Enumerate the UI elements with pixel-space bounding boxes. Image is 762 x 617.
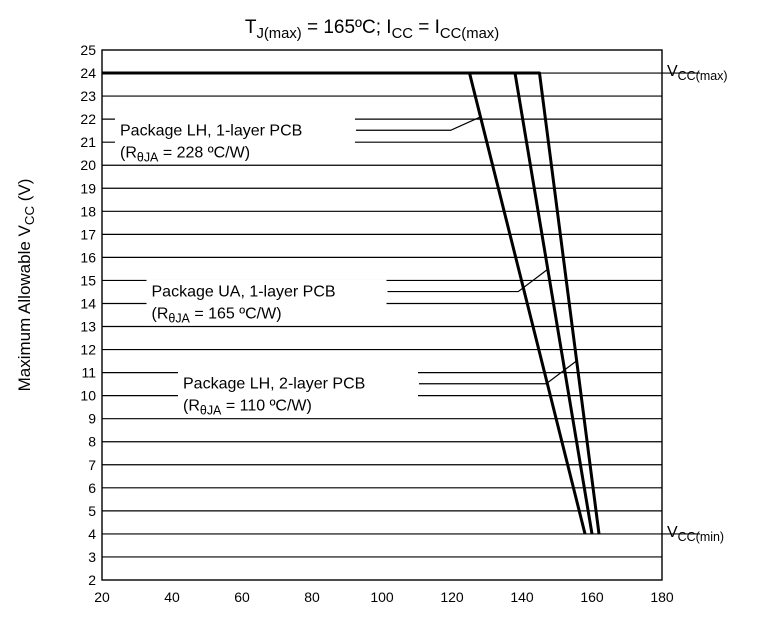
annotation-lh2-line2: (RθJA = 110 ºC/W): [183, 398, 312, 418]
y-tick-label: 11: [81, 365, 96, 381]
annotation-ua1-line1: Package UA, 1-layer PCB: [152, 284, 336, 301]
y-tick-label: 3: [88, 549, 96, 565]
annotation-ua1-line2: (RθJA = 165 ºC/W): [152, 306, 282, 326]
x-tick-label: 80: [304, 589, 320, 605]
y-tick-label: 6: [88, 480, 96, 496]
y-tick-label: 12: [80, 342, 96, 358]
y-axis-label: Maximum Allowable VCC (V): [15, 179, 37, 392]
chart-text: 2345678910111213141516171819202122232425…: [15, 17, 728, 605]
chart-title: TJ(max) = 165ºC; ICC = ICC(max): [245, 17, 499, 42]
x-tick-label: 120: [440, 589, 464, 605]
y-tick-label: 17: [80, 226, 96, 242]
plot-frame: [101, 49, 663, 581]
edge-label-vcc-max: VCC(max): [667, 63, 728, 83]
y-tick-label: 8: [88, 434, 96, 450]
annotation-lh1-line2: (RθJA = 228 ºC/W): [120, 144, 250, 164]
x-tick-label: 60: [234, 589, 250, 605]
y-tick-label: 7: [88, 457, 96, 473]
y-tick-label: 16: [80, 249, 96, 265]
x-tick-label: 180: [650, 589, 674, 605]
annotation-bg-lh1: [115, 118, 355, 165]
y-tick-label: 2: [88, 572, 96, 588]
plot-frame-group: [101, 49, 663, 581]
annotation-bg-ua1: [146, 279, 387, 326]
y-tick-label: 10: [80, 388, 96, 404]
y-tick-label: 9: [88, 411, 96, 427]
y-tick-label: 5: [88, 503, 96, 519]
y-tick-label: 18: [80, 203, 96, 219]
y-tick-label: 22: [80, 111, 96, 127]
annotation-lh2-line1: Package LH, 2-layer PCB: [183, 376, 365, 393]
y-tick-label: 24: [80, 65, 96, 81]
x-tick-label: 20: [94, 589, 110, 605]
y-tick-label: 21: [80, 134, 96, 150]
y-tick-label: 14: [80, 295, 96, 311]
y-tick-label: 25: [80, 42, 96, 58]
y-tick-label: 4: [88, 526, 96, 542]
annotation-backgrounds: [115, 118, 418, 418]
annotation-lh1-line1: Package LH, 1-layer PCB: [120, 122, 302, 139]
y-tick-label: 15: [80, 272, 96, 288]
annotation-bg-lh2: [178, 371, 418, 418]
x-tick-label: 160: [580, 589, 604, 605]
y-tick-label: 20: [80, 157, 96, 173]
curve-lh2: [102, 71, 601, 535]
y-tick-label: 13: [80, 319, 96, 335]
annotation-leaders: [356, 116, 577, 385]
y-tick-label: 23: [80, 88, 96, 104]
annotation-leader-ua1: [387, 268, 549, 293]
annotation-leader-lh2: [419, 360, 577, 385]
curves: [102, 71, 601, 535]
x-tick-label: 140: [510, 589, 534, 605]
annotation-leader-lh1: [356, 116, 481, 131]
edge-label-vcc-min: VCC(min): [667, 524, 724, 544]
x-tick-label: 100: [370, 589, 394, 605]
y-tick-label: 19: [80, 180, 96, 196]
x-tick-label: 40: [164, 589, 180, 605]
